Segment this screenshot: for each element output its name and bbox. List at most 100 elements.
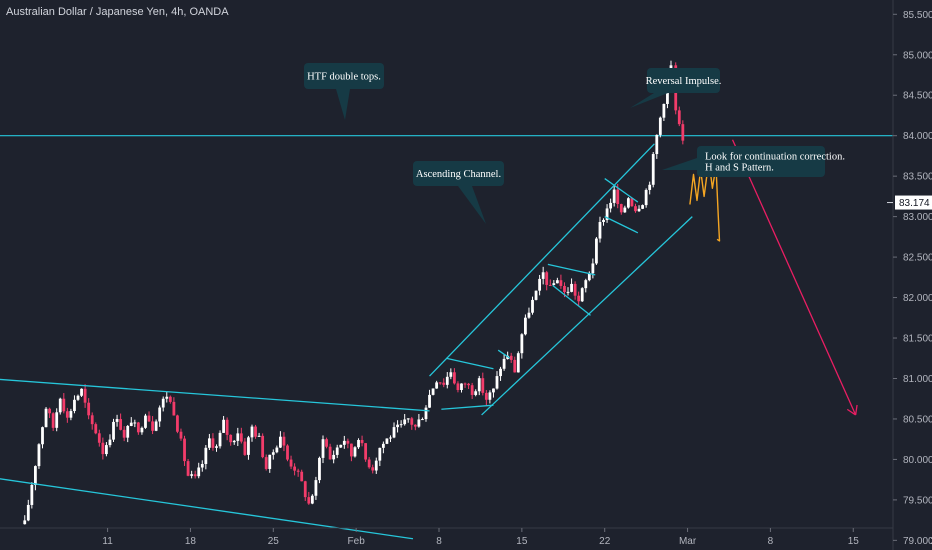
- candle-down: [360, 439, 364, 444]
- note-callout: Reversal Impulse.: [630, 68, 721, 108]
- candle-up: [257, 435, 261, 437]
- price-tick-label: 81.000: [903, 374, 932, 385]
- note-text: HTF double tops.: [307, 72, 381, 83]
- candle-down: [261, 435, 265, 458]
- candle-up: [396, 424, 399, 428]
- candle-down: [456, 383, 460, 390]
- candle-up: [207, 438, 211, 448]
- candle-down: [630, 198, 634, 207]
- candle-up: [460, 383, 463, 390]
- price-tick-label: 79.500: [903, 495, 932, 506]
- candle-up: [389, 437, 392, 439]
- candle-up: [33, 466, 37, 485]
- candle-up: [381, 443, 385, 448]
- candle-down: [51, 413, 55, 428]
- trendline: [441, 404, 494, 410]
- candle-down: [573, 283, 577, 296]
- candle-up: [250, 426, 254, 438]
- candle-up: [126, 425, 130, 438]
- candle-up: [602, 219, 605, 223]
- time-tick-label: 18: [185, 536, 197, 547]
- trendline: [552, 284, 591, 316]
- price-tick-label: 85.000: [903, 50, 932, 61]
- time-tick-label: 15: [516, 536, 528, 547]
- candle-down: [97, 433, 101, 443]
- candle-up: [623, 207, 627, 213]
- time-tick-label: 8: [768, 536, 774, 547]
- candle-down: [254, 426, 257, 437]
- note-box: [647, 68, 720, 93]
- candle-up: [499, 368, 502, 377]
- candle-up: [37, 444, 41, 467]
- candle-up: [318, 457, 321, 481]
- price-tick-label: 83.000: [903, 212, 932, 223]
- candle-up: [275, 447, 279, 453]
- candle-up: [108, 439, 112, 446]
- candle-down: [225, 419, 229, 435]
- candle-up: [488, 392, 492, 400]
- candle-down: [484, 392, 488, 400]
- price-tick-label: 82.000: [903, 293, 932, 304]
- candle-up: [247, 437, 250, 455]
- trendline: [547, 263, 596, 276]
- candle-down: [151, 421, 154, 431]
- candle-up: [605, 208, 609, 220]
- candle-up: [417, 419, 421, 427]
- candle-up: [342, 440, 346, 445]
- candle-up: [218, 432, 222, 447]
- candle-up: [584, 280, 588, 289]
- candle-up: [570, 283, 573, 292]
- note-text: Ascending Channel.: [416, 169, 501, 180]
- candle-up: [112, 421, 115, 440]
- candle-down: [168, 396, 172, 402]
- note-pointer: [630, 93, 668, 108]
- note-layer: HTF double tops. Reversal Impulse. Ascendi…: [304, 63, 845, 224]
- candle-down: [293, 466, 297, 471]
- candle-down: [147, 415, 151, 422]
- current-price-label: 83.174: [899, 198, 930, 209]
- candle-up: [232, 440, 236, 443]
- trendline: [497, 349, 511, 359]
- candle-down: [548, 284, 552, 286]
- candle-down: [467, 383, 470, 386]
- candle-up: [648, 184, 652, 190]
- note-callout: HTF double tops.: [304, 63, 384, 120]
- time-tick-label: 22: [599, 536, 611, 547]
- price-tick-label: 84.000: [903, 131, 932, 142]
- candle-up: [609, 202, 613, 209]
- candle-up: [26, 504, 30, 521]
- candle-down: [325, 439, 328, 447]
- candle-down: [183, 438, 186, 462]
- candle-up: [129, 422, 133, 426]
- candle-down: [364, 443, 368, 460]
- candle-down: [65, 411, 69, 418]
- candle-down: [179, 431, 183, 439]
- candle-layer: [23, 60, 685, 525]
- candle-up: [154, 421, 158, 431]
- candle-down: [619, 204, 623, 213]
- candle-up: [23, 520, 27, 525]
- candle-down: [677, 110, 681, 125]
- candle-up: [271, 452, 275, 455]
- candle-up: [69, 411, 73, 418]
- candle-up: [580, 288, 584, 302]
- candle-up: [357, 439, 360, 448]
- candle-up: [200, 463, 204, 468]
- candle-down: [367, 459, 371, 468]
- candle-down: [122, 429, 126, 438]
- candle-down: [243, 441, 247, 455]
- candle-up: [158, 407, 162, 422]
- candle-up: [502, 358, 506, 369]
- time-tick-label: 22: [931, 536, 932, 547]
- candle-up: [236, 433, 240, 441]
- price-tick-label: 84.500: [903, 91, 932, 102]
- time-tick-label: 25: [268, 536, 280, 547]
- time-tick-label: Mar: [679, 536, 697, 547]
- note-text: Reversal Impulse.: [646, 76, 722, 87]
- current-price-tag: [895, 195, 932, 210]
- candle-down: [48, 408, 51, 414]
- projection-arrow-head: [854, 404, 858, 416]
- note-box: [304, 63, 384, 89]
